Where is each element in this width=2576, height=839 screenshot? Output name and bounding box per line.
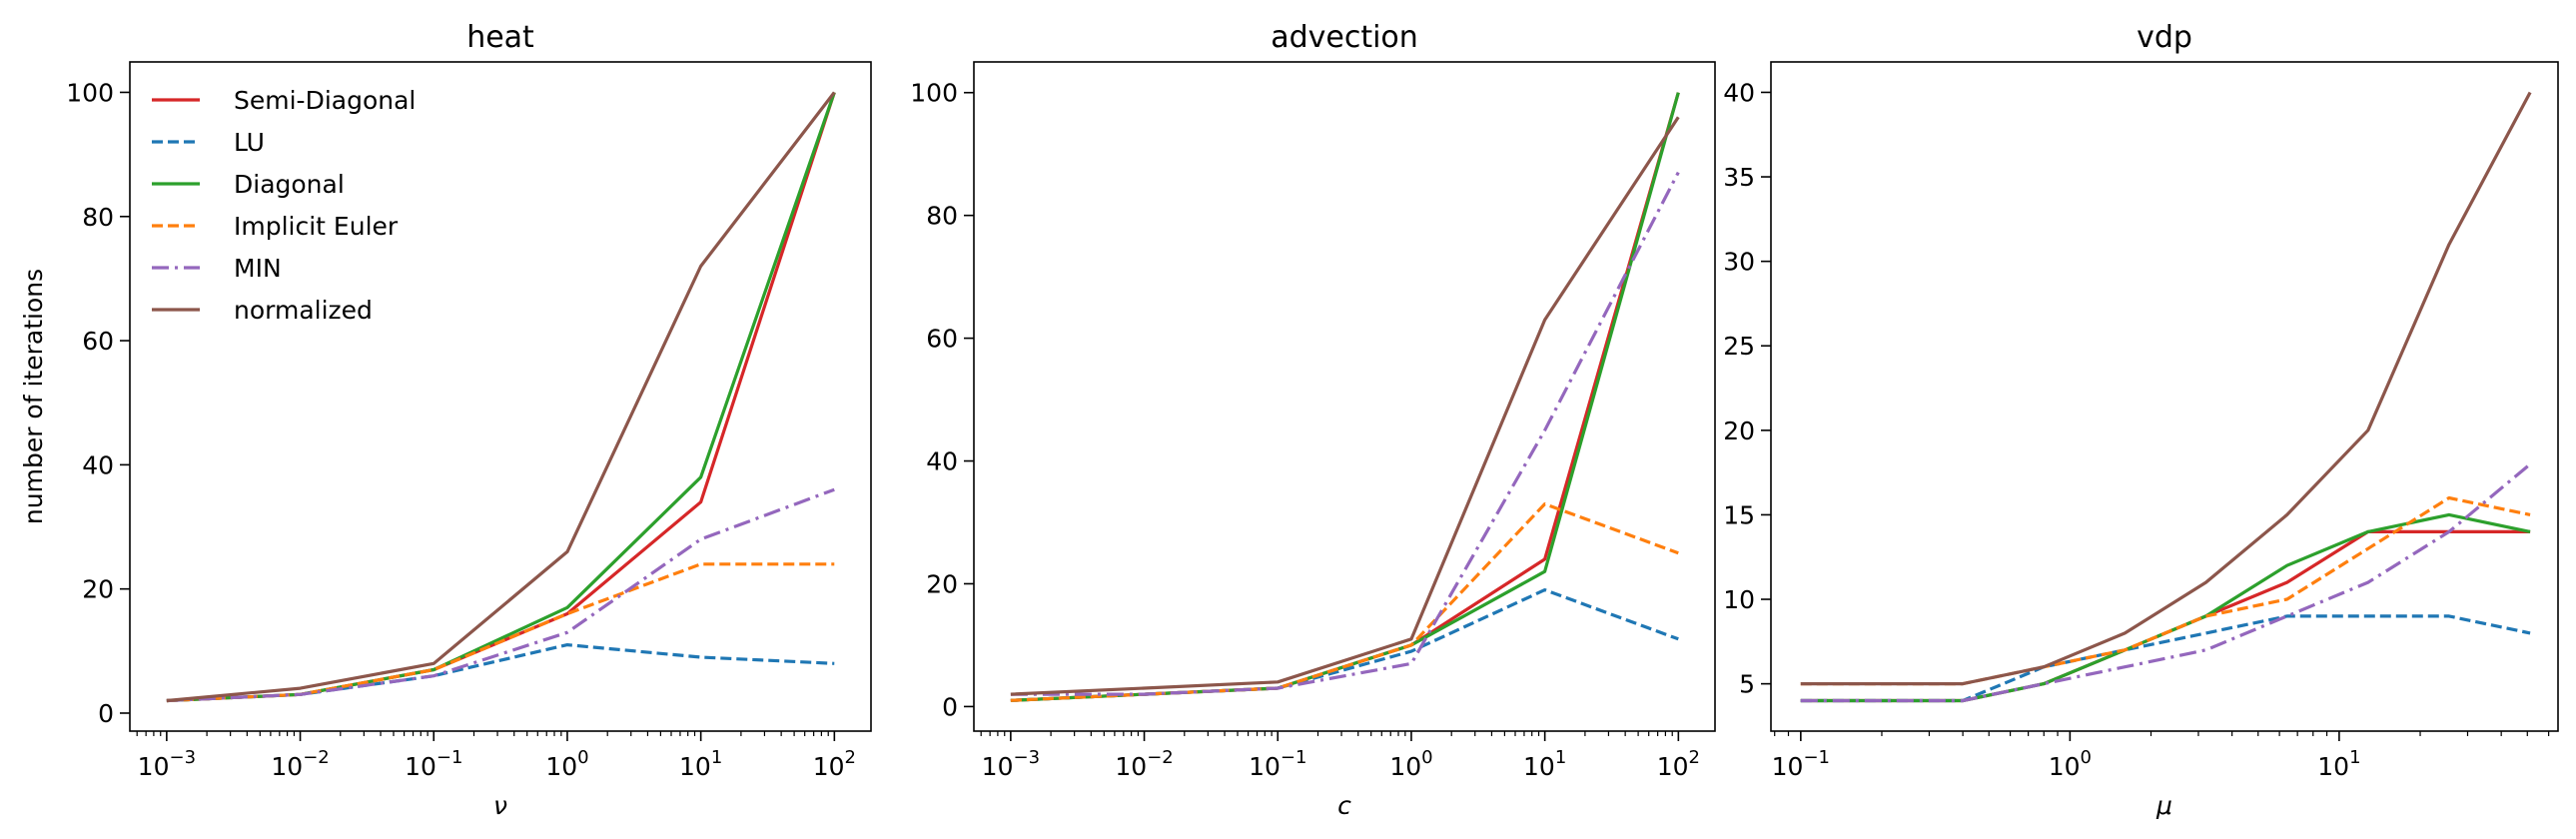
y-tick-label: 100 bbox=[66, 78, 114, 107]
y-tick-label: 35 bbox=[1723, 163, 1755, 192]
plot-frame bbox=[973, 61, 1716, 732]
x-axis-label: μ bbox=[2155, 791, 2172, 820]
y-tick-label: 25 bbox=[1723, 332, 1755, 361]
y-tick-label: 80 bbox=[926, 202, 958, 231]
y-tick-label: 40 bbox=[926, 447, 958, 476]
y-tick-label: 5 bbox=[1739, 670, 1755, 699]
plot-frame bbox=[129, 61, 872, 732]
legend-label-implicit-euler: Implicit Euler bbox=[234, 212, 399, 241]
y-tick-label: 100 bbox=[910, 79, 958, 108]
series-line-min bbox=[1010, 171, 1680, 696]
y-tick-label: 0 bbox=[98, 699, 114, 728]
x-tick-label: 102 bbox=[1657, 747, 1700, 781]
x-tick-label: 100 bbox=[2049, 747, 2092, 781]
x-tick-label: 10−1 bbox=[1772, 747, 1830, 781]
series-line-min bbox=[166, 487, 835, 703]
legend-label-semi-diagonal: Semi-Diagonal bbox=[234, 86, 416, 115]
x-axis-label: c bbox=[1337, 791, 1351, 820]
x-tick-label: 101 bbox=[2317, 747, 2360, 781]
series-line-normalized bbox=[166, 91, 836, 703]
series-line-diagonal bbox=[1010, 92, 1680, 702]
x-tick-label: 102 bbox=[813, 747, 856, 781]
legend-label-lu: LU bbox=[234, 128, 265, 157]
series-line-lu bbox=[1800, 614, 2531, 703]
plot-frame bbox=[1770, 61, 2559, 732]
legend-label-min: MIN bbox=[234, 254, 282, 283]
y-tick-label: 60 bbox=[926, 325, 958, 354]
panel-heat: 10−3 10−2 10−1 100 101 102 0 20 40 60 80 100 heat ν nu… bbox=[19, 20, 872, 820]
x-tick-label: 101 bbox=[1523, 747, 1566, 781]
y-tick-label: 40 bbox=[82, 450, 114, 479]
y-tick-label: 0 bbox=[942, 692, 958, 721]
series-line-lu bbox=[1010, 587, 1679, 702]
series-line-implicit-euler bbox=[166, 562, 835, 703]
y-tick-label: 40 bbox=[1723, 78, 1755, 107]
x-tick-label: 10−2 bbox=[271, 747, 329, 781]
series-line-min bbox=[1800, 462, 2532, 703]
series-line-lu bbox=[166, 642, 835, 703]
x-tick-label: 101 bbox=[679, 747, 722, 781]
series-line-semi-diagonal bbox=[1010, 92, 1680, 702]
x-tick-label: 10−1 bbox=[405, 747, 462, 781]
y-tick-label: 20 bbox=[82, 575, 114, 604]
y-tick-label: 20 bbox=[926, 569, 958, 598]
chart-title: vdp bbox=[2137, 20, 2192, 55]
y-tick-label: 20 bbox=[1723, 417, 1755, 445]
series-line-normalized bbox=[1800, 91, 2532, 686]
panel-advection: 10−3 10−2 10−1 100 101 102 0 20 40 60 80 100 advecti… bbox=[910, 20, 1716, 820]
series-line-implicit-euler bbox=[1010, 502, 1679, 702]
legend-label-diagonal: Diagonal bbox=[234, 170, 345, 199]
y-axis-label: number of iterations bbox=[19, 269, 48, 524]
x-axis-label: ν bbox=[493, 791, 507, 820]
y-tick-label: 30 bbox=[1723, 248, 1755, 277]
x-tick-label: 100 bbox=[545, 747, 588, 781]
y-tick-label: 10 bbox=[1723, 585, 1755, 614]
y-tick-label: 60 bbox=[82, 327, 114, 356]
y-tick-label: 80 bbox=[82, 203, 114, 232]
x-tick-label: 100 bbox=[1389, 747, 1432, 781]
series-line-normalized bbox=[1010, 116, 1680, 696]
chart-title: heat bbox=[466, 20, 534, 55]
x-tick-label: 10−3 bbox=[982, 747, 1040, 781]
chart-title: advection bbox=[1271, 20, 1418, 55]
legend: Semi-Diagonal LU Diagonal Implicit Euler MIN… bbox=[152, 86, 416, 325]
legend-label-normalized: normalized bbox=[234, 296, 373, 325]
x-tick-label: 10−3 bbox=[138, 747, 196, 781]
series-line-implicit-euler bbox=[1800, 495, 2531, 686]
y-tick-label: 15 bbox=[1723, 500, 1755, 529]
x-tick-label: 10−1 bbox=[1249, 747, 1306, 781]
x-tick-label: 10−2 bbox=[1115, 747, 1173, 781]
